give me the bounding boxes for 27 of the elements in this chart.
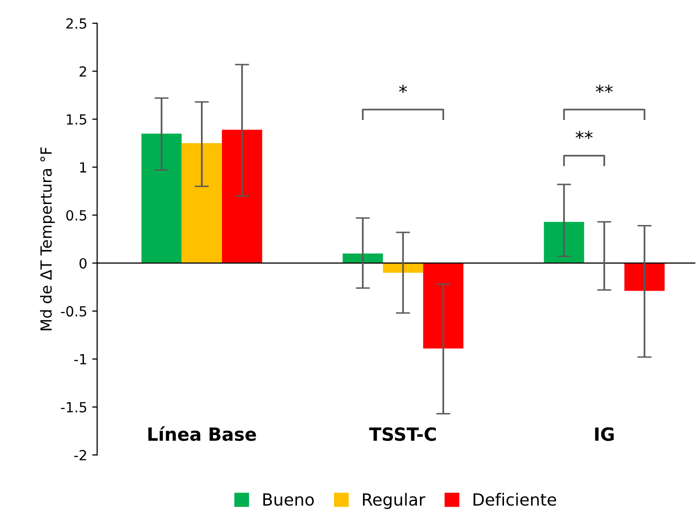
- annotation: *: [399, 84, 407, 94]
- bar: [342, 254, 383, 264]
- annotation: **: [576, 130, 593, 140]
- y-tick-label: -1: [74, 354, 86, 364]
- y-tick-label: 2: [80, 66, 86, 77]
- legend-label: Bueno: [263, 493, 314, 506]
- x-tick-label: IG: [595, 427, 614, 441]
- y-tick-label: 0.5: [66, 210, 86, 221]
- bar: [423, 263, 464, 348]
- y-tick-label: 1.5: [66, 114, 86, 125]
- legend-label: Deficiente: [474, 492, 556, 506]
- y-tick-label: 2.5: [66, 18, 86, 29]
- bar: [624, 263, 665, 291]
- annotation: **: [596, 84, 613, 94]
- bar: [141, 134, 182, 264]
- y-tick-label: -1.5: [61, 402, 86, 412]
- legend-label: Regular: [363, 492, 426, 510]
- x-tick-label: Línea Base: [148, 426, 256, 441]
- bar: [544, 222, 584, 264]
- y-tick-label: -0.5: [61, 306, 86, 317]
- bar: [222, 130, 262, 264]
- bar: [182, 143, 222, 264]
- y-tick-label: 0: [80, 258, 87, 269]
- x-tick-label: TSST-C: [369, 427, 436, 441]
- y-tick-label: -2: [74, 450, 86, 460]
- y-axis-title: Md de ΔT Tempertura °F: [40, 147, 55, 330]
- y-tick-label: 1: [80, 162, 86, 172]
